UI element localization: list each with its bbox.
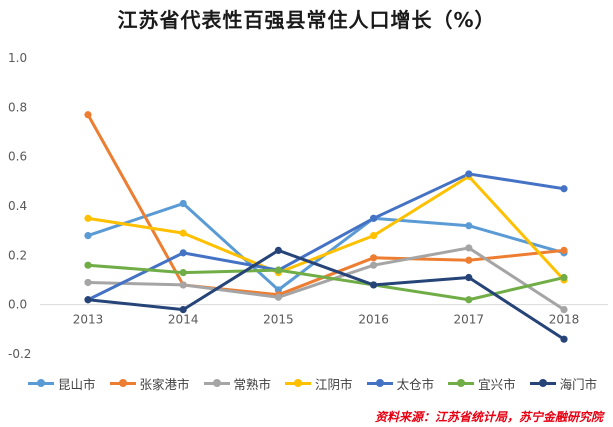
data-point — [84, 214, 92, 222]
y-tick-label: -0.2 — [8, 347, 31, 361]
data-point — [84, 296, 92, 304]
data-point — [560, 306, 568, 314]
legend-item: 昆山市 — [28, 374, 96, 393]
chart-legend: 昆山市 张家港市 常熟市 江阴市 太仓市 宜兴市 海门市 — [28, 374, 613, 392]
legend-label: 常熟市 — [233, 376, 272, 392]
data-point — [465, 296, 473, 304]
legend-item: 太仓市 — [366, 374, 435, 393]
data-point — [370, 261, 378, 269]
data-point — [274, 286, 282, 294]
legend-swatch — [109, 378, 136, 388]
series-lines — [86, 114, 566, 341]
legend-label: 昆山市 — [58, 376, 96, 392]
series-line — [87, 172, 565, 302]
series-line — [87, 174, 566, 282]
data-point — [84, 111, 92, 119]
y-tick-label: 0.0 — [8, 298, 27, 312]
legend-swatch — [448, 378, 475, 388]
data-point — [560, 335, 568, 343]
data-point — [179, 199, 187, 208]
series-points — [84, 111, 568, 343]
chart-title: 江苏省代表性百强县常住人口增长（%） — [117, 8, 496, 32]
legend-item: 宜兴市 — [448, 374, 516, 393]
y-tick-label: 0.2 — [8, 248, 27, 262]
chart-axes: -0.2 0.0 0.2 0.4 0.6 0.8 1.0 2013 2014 2015 2016 20… — [8, 51, 608, 361]
legend-swatch — [529, 378, 556, 388]
data-point — [370, 254, 378, 262]
x-tick-label: 2017 — [454, 313, 485, 327]
legend-item: 江阴市 — [285, 374, 353, 393]
legend-item: 常熟市 — [203, 374, 272, 393]
data-point — [465, 273, 473, 282]
legend-label: 江阴市 — [315, 376, 353, 392]
data-point — [84, 278, 92, 287]
data-point — [370, 281, 378, 289]
legend-label: 宜兴市 — [478, 376, 516, 392]
legend-label: 张家港市 — [139, 376, 190, 392]
legend-swatch — [203, 378, 230, 388]
x-tick-label: 2014 — [168, 313, 199, 327]
y-tick-label: 0.6 — [8, 150, 27, 164]
series-line — [87, 263, 565, 302]
data-point — [84, 232, 92, 240]
x-tick-label: 2013 — [73, 313, 104, 327]
data-point — [465, 222, 473, 230]
data-point — [465, 256, 473, 264]
data-point — [274, 246, 282, 254]
data-point — [274, 266, 282, 274]
legend-swatch — [366, 378, 393, 388]
data-point — [560, 246, 568, 254]
data-point — [179, 281, 187, 289]
source-note: 资料来源：江苏省统计局，苏宁金融研究院 — [374, 410, 603, 424]
y-tick-label: 0.8 — [8, 100, 27, 114]
legend-item: 海门市 — [529, 374, 598, 393]
legend-swatch — [285, 378, 312, 388]
data-point — [560, 185, 568, 193]
data-point — [179, 269, 187, 277]
legend-label: 海门市 — [559, 376, 598, 392]
series-line — [87, 246, 565, 311]
data-point — [560, 273, 568, 282]
legend-label: 太仓市 — [396, 376, 435, 392]
legend-item: 张家港市 — [109, 374, 190, 393]
data-point — [179, 229, 187, 237]
data-point — [370, 232, 378, 240]
series-line — [87, 248, 565, 341]
data-point — [465, 244, 473, 252]
legend-swatch — [28, 378, 54, 388]
data-point — [179, 306, 187, 314]
data-point — [84, 261, 92, 269]
data-point — [179, 249, 187, 257]
y-tick-label: 0.4 — [8, 199, 27, 213]
data-point — [465, 170, 473, 178]
x-tick-label: 2015 — [263, 313, 294, 327]
data-point — [370, 214, 378, 222]
x-tick-label: 2018 — [549, 313, 580, 327]
x-tick-label: 2016 — [358, 313, 389, 327]
data-point — [274, 293, 282, 301]
y-tick-label: 1.0 — [8, 51, 27, 65]
